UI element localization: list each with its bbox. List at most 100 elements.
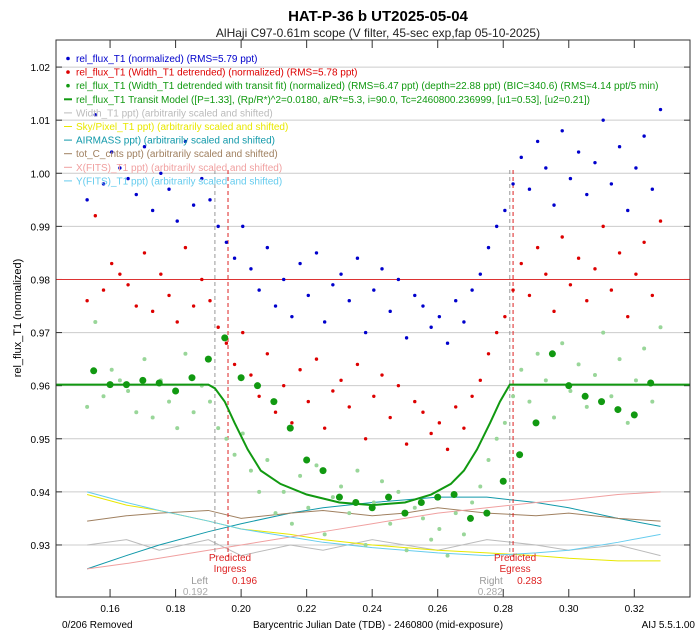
marker-value: 0.282 [478,587,503,598]
data-point-series-0 [568,176,573,181]
y-tick-label: 1.01 [31,116,51,127]
binned-point [221,334,229,342]
data-point-series-0 [470,288,474,292]
data-point-series-1 [380,373,384,377]
data-point-series-1 [658,219,663,223]
data-point-series-0 [617,145,622,149]
aux-line-3 [87,507,661,522]
binned-point [565,382,573,390]
x-tick-label: 0.32 [625,604,645,615]
data-point-series-2 [552,415,557,420]
data-point-series-2 [363,542,368,547]
data-point-series-2 [584,404,589,409]
data-point-series-1 [650,293,655,298]
binned-point [499,477,507,485]
data-point-series-1 [167,293,171,298]
y-tick-label: 0.95 [31,435,51,446]
y-tick-label: 0.99 [31,222,51,233]
marker-value: 0.196 [232,576,257,587]
data-point-series-1 [544,272,548,276]
data-point-series-1 [527,293,532,298]
data-point-series-2 [330,495,335,500]
data-point-series-0 [404,336,409,340]
plot-frame [55,39,691,598]
data-point-series-0 [265,245,270,250]
data-point-series-0 [191,203,196,207]
data-point-series-1 [454,405,458,409]
data-point-series-0 [142,145,147,149]
data-point-series-0 [560,129,564,133]
data-point-series-2 [519,367,524,372]
data-point-series-2 [207,399,212,404]
data-point-series-0 [462,320,466,324]
data-point-series-1 [462,426,466,430]
x-tick-label: 0.28 [494,604,514,615]
data-point-series-2 [642,346,647,351]
data-point-series-2 [470,500,475,505]
data-point-series-2 [232,452,237,457]
data-point-series-2 [412,505,417,510]
data-point-series-0 [347,299,351,303]
data-point-series-2 [658,325,663,330]
data-point-series-1 [273,410,278,414]
data-point-series-0 [355,256,360,260]
data-point-series-2 [85,404,90,409]
data-point-series-1 [183,245,188,250]
data-point-series-0 [642,134,646,138]
binned-point [188,374,196,382]
binned-point [319,467,327,475]
data-point-series-1 [560,235,564,239]
data-point-series-1 [331,389,335,393]
legend-marker [66,56,70,61]
data-point-series-1 [634,272,638,276]
data-point-series-1 [445,447,450,452]
binned-point [630,411,638,419]
data-point-series-2 [371,500,376,505]
marker-label: Predicted [209,553,251,564]
data-point-series-1 [142,251,147,255]
data-point-series-1 [265,352,270,356]
data-point-series-2 [93,319,98,324]
data-point-series-1 [642,240,646,245]
legend-entry: rel_flux_T1 Transit Model ([P=1.33], (Rp… [76,95,590,106]
binned-point [303,456,311,464]
x-axis-label: Barycentric Julian Date (TDB) - 2460800 … [253,620,503,631]
data-point-series-1 [626,314,630,319]
data-point-series-1 [519,261,523,266]
data-point-series-0 [503,208,507,213]
data-point-series-0 [208,198,212,202]
data-point-series-0 [454,299,458,303]
binned-point [204,355,212,363]
data-point-series-2 [617,357,622,362]
binned-point [254,382,262,390]
x-tick-label: 0.24 [362,604,382,615]
data-point-series-2 [273,511,278,516]
data-point-series-0 [486,245,491,250]
marker-label: Right [479,576,503,587]
data-point-series-0 [167,187,171,191]
data-point-series-2 [633,378,638,383]
data-point-series-2 [126,388,131,393]
legend-entry: X(FITS)_T1 ppt) (arbitrarily scaled and … [76,163,282,174]
binned-point [466,514,474,522]
data-point-series-0 [413,293,417,298]
binned-point [598,398,606,406]
data-point-series-2 [437,527,442,532]
binned-point [139,376,147,384]
data-point-series-0 [257,288,261,292]
binned-point [90,367,98,375]
data-point-series-0 [429,325,433,329]
data-point-series-1 [576,256,581,260]
data-point-series-1 [355,362,360,367]
x-tick-label: 0.26 [428,604,448,615]
marker-label: Predicted [494,553,536,564]
data-point-series-1 [216,325,220,329]
data-point-series-0 [437,314,442,319]
marker-value: 0.192 [183,587,208,598]
data-point-series-2 [609,394,614,399]
data-point-series-2 [150,415,155,420]
data-point-series-1 [110,261,114,266]
legend-entry: rel_flux_T1 (Width_T1 detrended with tra… [76,81,659,92]
data-point-series-1 [150,309,155,314]
